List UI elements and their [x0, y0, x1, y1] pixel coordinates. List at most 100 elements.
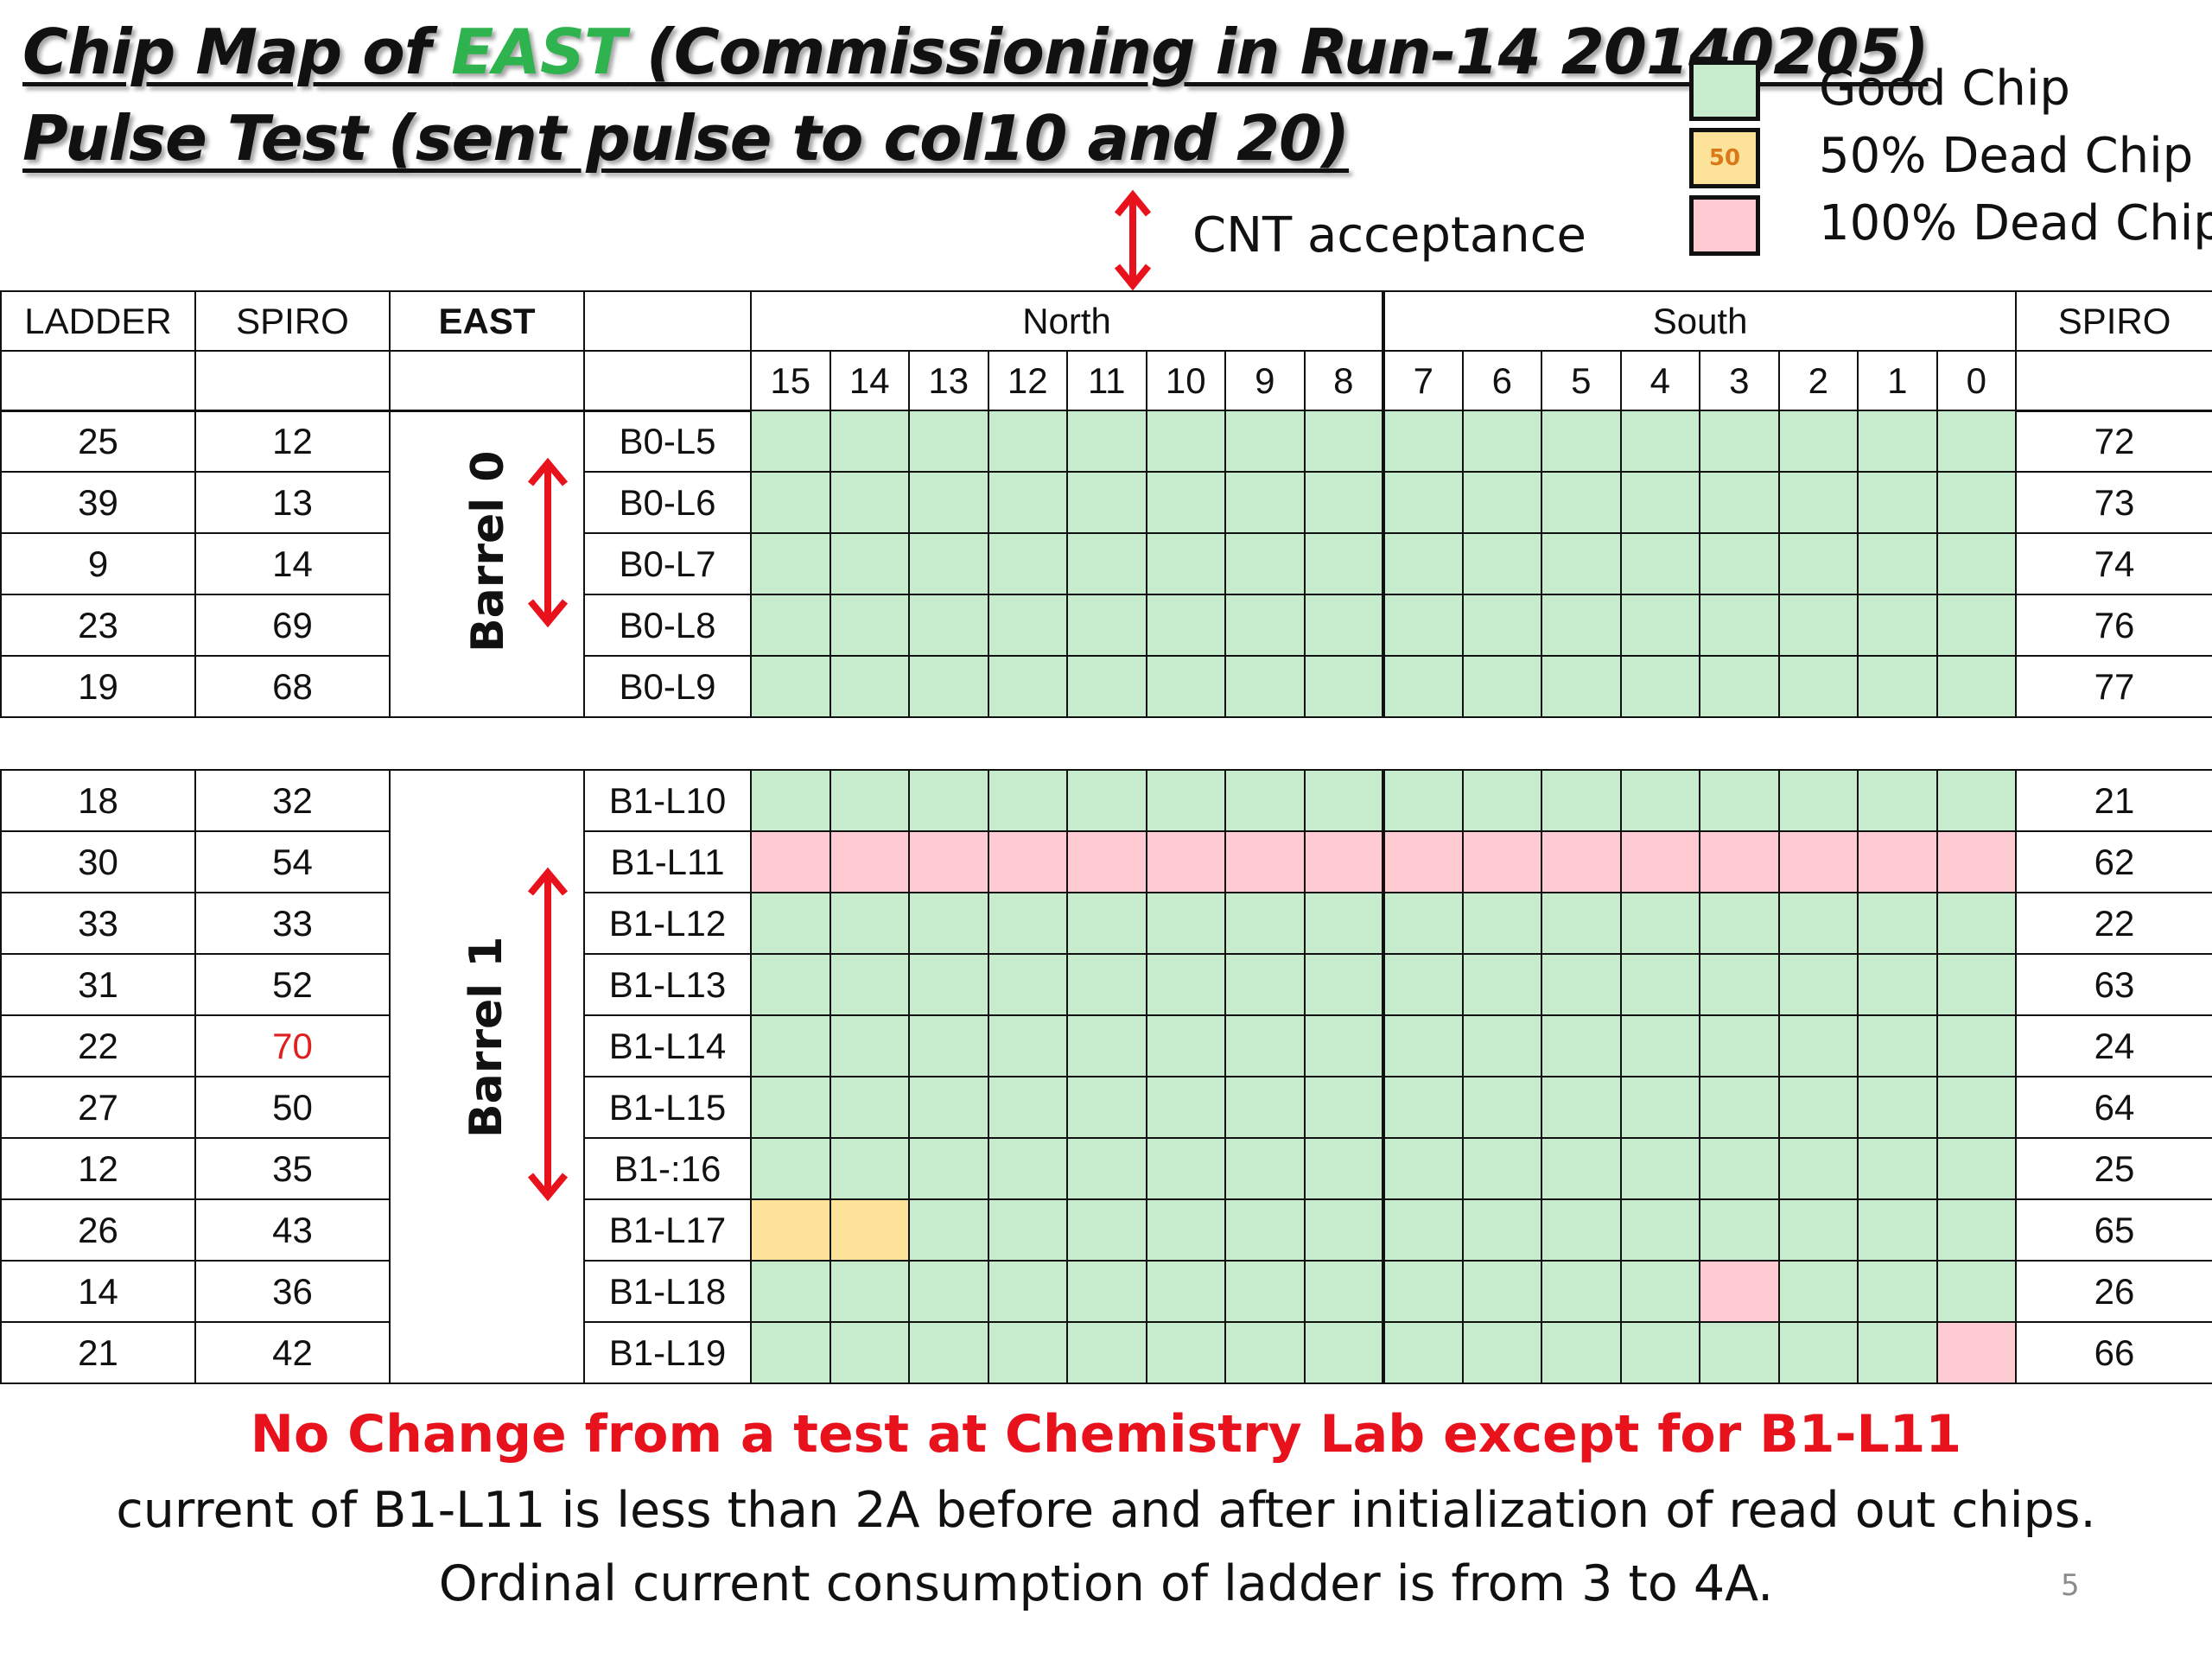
legend-good-label: Good Chip — [1819, 60, 2070, 117]
good-chip-cell — [1777, 410, 1859, 473]
good-chip-cell — [1541, 532, 1622, 595]
spiro-number: 69 — [194, 594, 391, 657]
column-number: 2 — [1777, 350, 1859, 412]
good-chip-cell — [1303, 953, 1385, 1016]
ladder-number: 14 — [0, 1260, 196, 1323]
good-chip-cell — [1145, 769, 1226, 832]
ladder-number: 12 — [0, 1137, 196, 1200]
good-chip-cell — [1699, 1198, 1780, 1262]
good-chip-cell — [1936, 532, 2017, 595]
good-chip-cell — [987, 471, 1068, 534]
barrel-1-label: Barrel 1 — [461, 936, 512, 1138]
ladder-id: B1-L18 — [583, 1260, 752, 1323]
barrel-cell — [389, 769, 585, 1384]
good-chip-cell — [1619, 1260, 1700, 1323]
good-chip-cell — [908, 892, 989, 955]
column-number: 0 — [1936, 350, 2018, 412]
good-chip-cell — [1066, 594, 1147, 657]
spiro-right-number: 26 — [2015, 1260, 2212, 1323]
good-chip-cell — [1461, 471, 1542, 534]
good-chip-cell — [829, 769, 910, 832]
good-chip-cell — [829, 892, 910, 955]
column-number: 5 — [1541, 350, 1622, 412]
dead-chip-cell — [1541, 830, 1622, 893]
dead-chip-cell — [908, 830, 989, 893]
footer-highlight: No Change from a test at Chemistry Lab e… — [250, 1404, 1962, 1465]
good-chip-cell — [987, 1260, 1068, 1323]
good-chip-cell — [750, 655, 831, 718]
header-empty — [583, 350, 752, 412]
good-chip-cell — [1777, 1137, 1859, 1200]
ladder-number: 23 — [0, 594, 196, 657]
spiro-number: 12 — [194, 410, 391, 473]
good-chip-cell — [750, 1137, 831, 1200]
good-chip-cell — [1857, 769, 1938, 832]
spiro-number: 33 — [194, 892, 391, 955]
good-chip-cell — [1066, 655, 1147, 718]
good-chip-cell — [908, 1321, 989, 1384]
spiro-number: 35 — [194, 1137, 391, 1200]
ladder-row: 33 33 B1-L12 22 — [0, 892, 2212, 955]
good-chip-cell — [1382, 892, 1464, 955]
header-empty — [0, 350, 196, 412]
good-chip-cell — [1224, 1198, 1306, 1262]
good-chip-cell — [1619, 953, 1700, 1016]
good-chip-cell — [1145, 1014, 1226, 1077]
half-dead-chip-cell — [829, 1198, 910, 1262]
ladder-number: 33 — [0, 892, 196, 955]
good-chip-cell — [1936, 1137, 2017, 1200]
good-chip-cell — [1461, 1260, 1542, 1323]
good-chip-cell — [1619, 594, 1700, 657]
column-number: 8 — [1303, 350, 1386, 412]
spiro-right-number: 74 — [2015, 532, 2212, 595]
good-chip-cell — [1461, 1321, 1542, 1384]
column-number: 11 — [1066, 350, 1147, 412]
legend-good-swatch — [1689, 60, 1760, 121]
good-chip-cell — [1145, 953, 1226, 1016]
ladder-id: B1-L11 — [583, 830, 752, 893]
title-prefix: Chip Map of — [22, 16, 452, 88]
good-chip-cell — [1382, 655, 1464, 718]
good-chip-cell — [1224, 410, 1306, 473]
spiro-number: 32 — [194, 769, 391, 832]
good-chip-cell — [908, 471, 989, 534]
good-chip-cell — [1936, 769, 2017, 832]
good-chip-cell — [1382, 471, 1464, 534]
good-chip-cell — [1936, 1014, 2017, 1077]
footer-line-1: current of B1-L11 is less than 2A before… — [116, 1482, 2096, 1539]
dead-chip-cell — [1857, 830, 1938, 893]
spiro-number: 54 — [194, 830, 391, 893]
ladder-row: 14 36 B1-L18 26 — [0, 1260, 2212, 1323]
good-chip-cell — [908, 532, 989, 595]
good-chip-cell — [1461, 953, 1542, 1016]
good-chip-cell — [1145, 892, 1226, 955]
spiro-right-number: 64 — [2015, 1076, 2212, 1139]
ladder-id: B1-:16 — [583, 1137, 752, 1200]
header-east: EAST — [389, 290, 585, 352]
ladder-id: B1-L15 — [583, 1076, 752, 1139]
good-chip-cell — [1936, 1076, 2017, 1139]
ladder-number: 27 — [0, 1076, 196, 1139]
good-chip-cell — [1857, 1321, 1938, 1384]
dead-chip-cell — [1699, 1260, 1780, 1323]
good-chip-cell — [1857, 1014, 1938, 1077]
good-chip-cell — [1936, 1198, 2017, 1262]
good-chip-cell — [987, 532, 1068, 595]
ladder-number: 25 — [0, 410, 196, 473]
good-chip-cell — [987, 1014, 1068, 1077]
good-chip-cell — [1699, 1014, 1780, 1077]
half-dead-chip-cell — [750, 1198, 831, 1262]
ladder-id: B0-L6 — [583, 471, 752, 534]
ladder-id: B1-L12 — [583, 892, 752, 955]
good-chip-cell — [1541, 594, 1622, 657]
page-number: 5 — [2061, 1568, 2080, 1603]
good-chip-cell — [750, 769, 831, 832]
good-chip-cell — [1541, 1076, 1622, 1139]
good-chip-cell — [750, 892, 831, 955]
good-chip-cell — [750, 594, 831, 657]
good-chip-cell — [1619, 892, 1700, 955]
spiro-right-number: 65 — [2015, 1198, 2212, 1262]
dead-chip-cell — [1066, 830, 1147, 893]
good-chip-cell — [750, 471, 831, 534]
good-chip-cell — [908, 655, 989, 718]
